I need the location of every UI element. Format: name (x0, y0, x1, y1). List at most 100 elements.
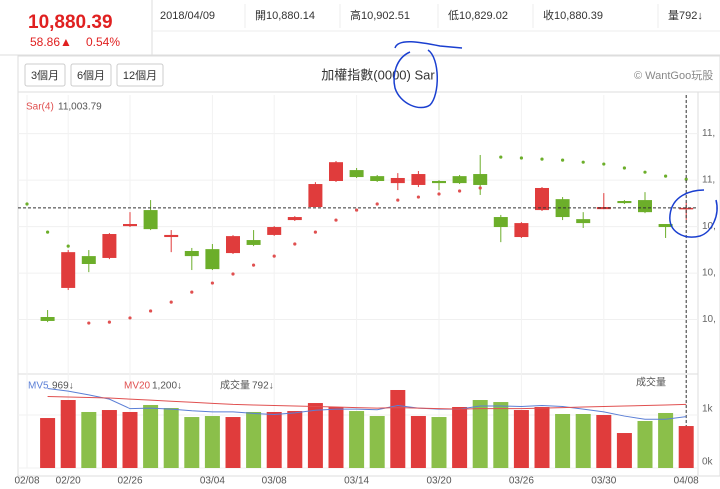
range-button[interactable]: 12個月 (116, 63, 164, 87)
volume-bar (204, 416, 220, 468)
x-tick-label: 02/08 (14, 476, 39, 487)
candle-body (432, 181, 446, 184)
range-button[interactable]: 6個月 (70, 63, 112, 87)
sar-dot (622, 166, 627, 170)
x-tick-label: 03/04 (200, 476, 225, 487)
volume-bar (493, 402, 509, 468)
header-cell: 量792↓ (668, 9, 703, 22)
sar-dot (478, 186, 482, 190)
sar-dot (334, 218, 338, 222)
header-cell: 開10,880.14 (255, 9, 315, 22)
candle-body (411, 174, 426, 185)
sar-dot (437, 192, 441, 196)
y-tick-label: 0k (702, 457, 714, 468)
volume-bar (328, 407, 344, 468)
sar-dot (128, 316, 132, 320)
volume-bar (616, 433, 632, 468)
volume-bar (60, 400, 76, 468)
button-box[interactable] (116, 63, 164, 87)
button-box[interactable] (24, 63, 66, 87)
volume-bar (246, 411, 262, 468)
sar-dot (581, 160, 585, 164)
candle-body (287, 217, 302, 221)
legend-value: 792↓ (252, 381, 274, 392)
y-tick-label: 11, (702, 128, 715, 139)
volume-bar (658, 412, 674, 468)
candle-body (576, 219, 591, 224)
sar-dot (416, 195, 420, 199)
volume-bar (555, 414, 571, 468)
volume-bar (452, 407, 468, 468)
button-label[interactable]: 12個月 (123, 69, 157, 82)
volume-bar (513, 410, 529, 468)
sar-dot (169, 300, 173, 304)
candle-body (246, 240, 261, 245)
sar-dot (396, 198, 400, 202)
volume-bar (40, 418, 56, 468)
candle-body (535, 187, 549, 211)
header-cell: 收10,880.39 (543, 8, 603, 22)
sar-dot (499, 155, 503, 159)
sar-dot (561, 158, 565, 162)
range-button[interactable]: 3個月 (24, 63, 66, 87)
legend-name: MV20 (124, 381, 151, 392)
volume-bar (266, 411, 282, 468)
chart-frame (17, 55, 720, 477)
annotation-circle (393, 41, 463, 109)
candle-body (349, 170, 364, 178)
legend-value: 969↓ (52, 381, 74, 392)
volume-bar (410, 416, 426, 468)
candle-body (617, 201, 632, 204)
x-tick-label: 04/08 (674, 476, 699, 487)
sar-dot (355, 208, 359, 212)
button-label[interactable]: 6個月 (77, 69, 105, 82)
button-label[interactable]: 3個月 (31, 69, 59, 82)
y-tick-label: 10, (702, 268, 716, 279)
chart-title: 加權指數(0000) Sar (321, 67, 435, 82)
x-tick-label: 03/26 (509, 476, 534, 487)
legend-name: 成交量 (220, 379, 250, 392)
volume-bar (287, 411, 303, 468)
candle-body (638, 200, 652, 213)
candle-body (473, 174, 488, 185)
volume-bar (678, 426, 694, 468)
sar-dot (210, 281, 214, 285)
volume-bar (184, 417, 200, 468)
y-tick-label: 1k (702, 404, 714, 415)
header-cell: 低10,829.02 (448, 9, 508, 22)
candle-body (308, 184, 323, 208)
volume-bar (163, 408, 179, 468)
candle-body (61, 252, 76, 288)
candle-body (679, 207, 694, 210)
volume-bar (575, 414, 591, 468)
range-buttons: 3個月 6個月 12個月 (24, 63, 164, 87)
annotation-circle (669, 189, 718, 238)
date: 2018/04/09 (160, 10, 215, 22)
x-tick-label: 03/20 (426, 476, 451, 487)
x-tick-label: 02/26 (117, 476, 142, 487)
candle-body (658, 224, 673, 228)
sar-dot (519, 156, 524, 160)
y-tick-label: 11, (702, 175, 715, 186)
sar-value: 11,003.79 (58, 102, 102, 113)
candle-body (370, 176, 385, 182)
button-box[interactable] (70, 63, 112, 87)
sar-dot (313, 230, 317, 234)
credit: © WantGoo玩股 (634, 69, 713, 82)
volume-bar (369, 416, 385, 468)
sar-dot (25, 202, 29, 206)
price: 10,880.39 (28, 12, 113, 33)
volume-bar (596, 415, 612, 468)
header-cells: 開10,880.14 高10,902.51 低10,829.02 收10,880.39… (244, 4, 703, 28)
candle-body (123, 224, 137, 227)
sar-dot (107, 320, 111, 324)
candle-body (329, 162, 343, 182)
volume-bar (307, 403, 323, 468)
candle-body (514, 223, 529, 238)
plot: 11, 11, 10, 10, 10, 1k 0k 02/08 02/20 02/26 03/04 0… (14, 95, 716, 487)
sar-dot (458, 189, 462, 193)
volume-bar (81, 411, 97, 468)
candle-body (184, 250, 199, 257)
volume-bar (637, 420, 653, 468)
